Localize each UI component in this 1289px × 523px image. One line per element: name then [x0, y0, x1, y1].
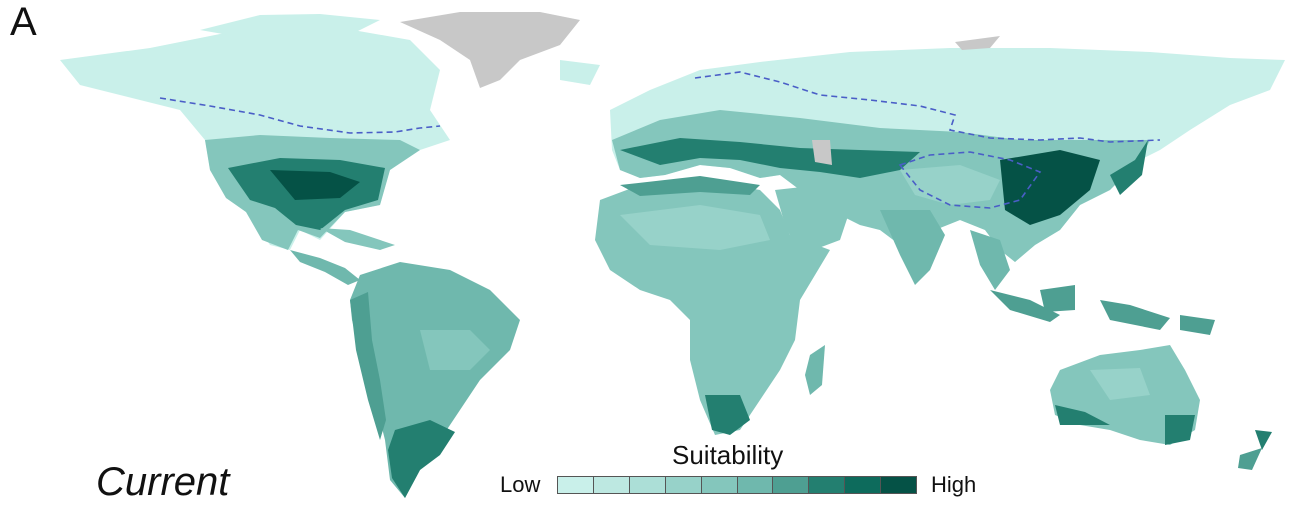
- south-america: [350, 262, 520, 498]
- legend-swatch-10: [881, 477, 917, 493]
- distribution-boundary-lines: [159, 71, 1161, 209]
- australia: [1050, 345, 1272, 470]
- north-america: [60, 12, 600, 285]
- legend-swatch-5: [701, 477, 738, 493]
- legend-low-label: Low: [500, 472, 541, 497]
- scenario-label: Current: [96, 460, 230, 504]
- legend-swatch-3: [629, 477, 666, 493]
- eurasia: [610, 36, 1285, 290]
- legend-color-bar: [557, 476, 917, 494]
- legend-swatch-4: [665, 477, 702, 493]
- legend-swatch-1: [558, 477, 594, 493]
- maritime-southeast-asia: [990, 285, 1215, 335]
- legend-swatch-9: [845, 477, 882, 493]
- africa: [595, 176, 830, 435]
- legend-swatch-8: [809, 477, 846, 493]
- legend-title: Suitability: [672, 440, 784, 470]
- legend-swatch-7: [773, 477, 810, 493]
- legend-swatch-2: [593, 477, 630, 493]
- legend-swatch-6: [737, 477, 774, 493]
- legend-high-label: High: [931, 472, 977, 497]
- panel-label: A: [10, 0, 37, 44]
